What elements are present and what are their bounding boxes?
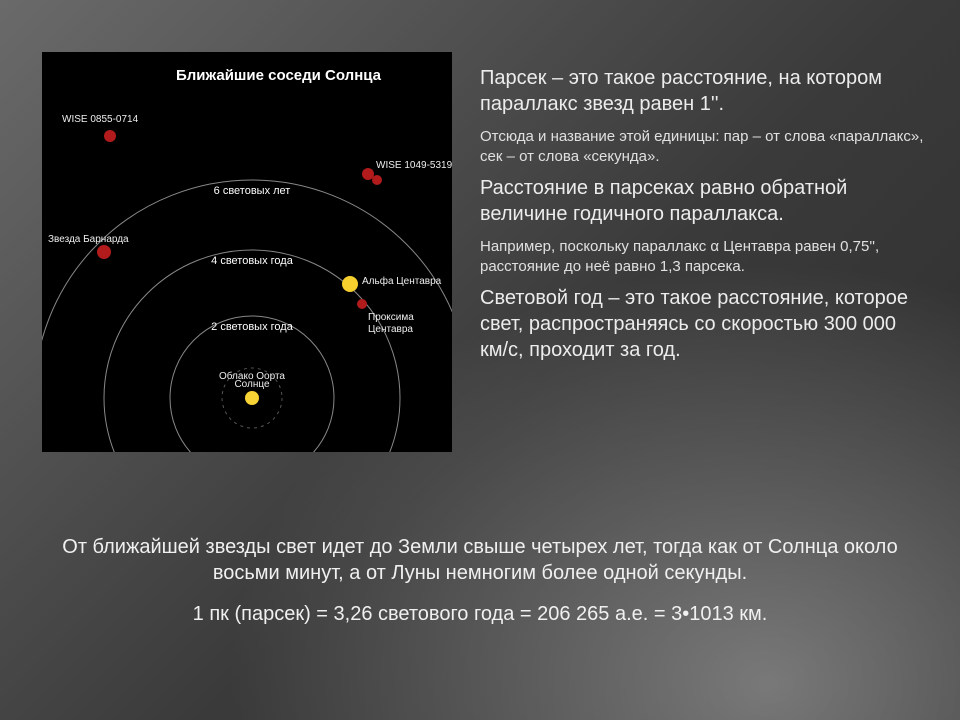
star-marker — [342, 276, 358, 292]
star-marker — [97, 245, 111, 259]
diagram-svg: Ближайшие соседи Солнца 2 световых года 4… — [42, 52, 452, 452]
star-label: Звезда Барнарда — [48, 234, 129, 245]
para-example: Например, поскольку параллакс α Центавра… — [480, 237, 928, 276]
nearest-stars-diagram: Ближайшие соседи Солнца 2 световых года 4… — [42, 52, 452, 452]
bottom-text: От ближайшей звезды свет идет до Земли с… — [40, 534, 920, 641]
star-label: Альфа Центавра — [362, 275, 442, 287]
para-distance-formula: Расстояние в парсеках равно обратной вел… — [480, 176, 928, 227]
star-marker — [372, 175, 382, 185]
sun-marker — [245, 391, 259, 405]
bottom-equation: 1 пк (парсек) = 3,26 светового года = 20… — [40, 601, 920, 627]
ring-label: 4 световых года — [211, 255, 294, 267]
para-lightyear: Световой год – это такое расстояние, кот… — [480, 286, 928, 363]
star-label: WISE 1049-5319 — [376, 160, 452, 171]
text-column: Парсек – это такое расстояние, на которо… — [480, 66, 928, 373]
star-label: WISE 0855-0714 — [62, 114, 139, 125]
para-name-origin: Отсюда и название этой единицы: пар – от… — [480, 127, 928, 166]
ring-label: 6 световых лет — [214, 185, 291, 197]
diagram-title: Ближайшие соседи Солнца — [176, 67, 382, 84]
star-marker — [104, 130, 116, 142]
bottom-para: От ближайшей звезды свет идет до Земли с… — [40, 534, 920, 587]
para-parsec-def: Парсек – это такое расстояние, на которо… — [480, 66, 928, 117]
star-marker — [362, 168, 374, 180]
star-marker — [357, 299, 367, 309]
sun-label: Солнце — [234, 379, 270, 390]
star-label: Центавра — [368, 324, 413, 335]
ring-label: 2 световых года — [211, 321, 294, 333]
star-label: Проксима — [368, 312, 414, 323]
